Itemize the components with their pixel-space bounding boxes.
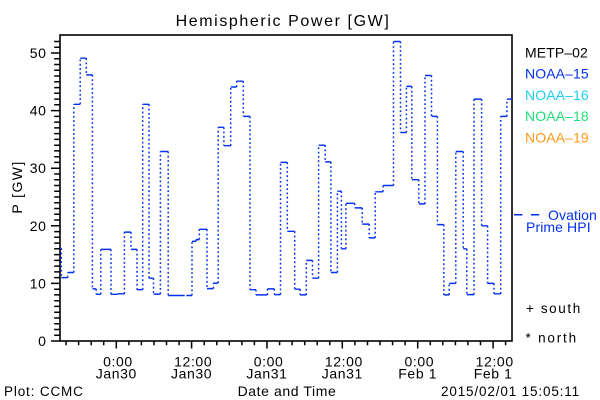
svg-text:NOAA–18: NOAA–18 (525, 108, 589, 124)
svg-text:50: 50 (30, 45, 47, 61)
svg-text:0:00: 0:00 (103, 354, 133, 370)
svg-text:12:00: 12:00 (325, 354, 363, 370)
svg-text:Jan31: Jan31 (246, 366, 287, 382)
svg-text:+ south: + south (526, 301, 582, 316)
svg-text:Date and Time: Date and Time (238, 383, 337, 399)
svg-text:NOAA–16: NOAA–16 (525, 87, 589, 103)
svg-text:* north: * north (526, 331, 578, 346)
svg-text:METP–02: METP–02 (525, 45, 588, 61)
svg-text:Plot: CCMC: Plot: CCMC (4, 384, 84, 399)
svg-text:Hemispheric Power [GW]: Hemispheric Power [GW] (176, 13, 391, 30)
svg-text:2015/02/01 15:05:11: 2015/02/01 15:05:11 (441, 384, 580, 399)
svg-text:Prime HPI: Prime HPI (526, 219, 591, 235)
svg-text:Jan30: Jan30 (171, 366, 212, 382)
svg-text:Jan30: Jan30 (96, 366, 137, 382)
svg-text:NOAA–19: NOAA–19 (525, 129, 589, 145)
svg-text:20: 20 (30, 218, 47, 234)
svg-text:Ovation: Ovation (548, 207, 597, 223)
svg-text:30: 30 (30, 160, 47, 176)
svg-text:12:00: 12:00 (476, 354, 514, 370)
svg-text:Feb 1: Feb 1 (474, 366, 513, 382)
svg-text:40: 40 (30, 103, 47, 119)
svg-text:P [GW]: P [GW] (9, 160, 25, 213)
svg-text:0:00: 0:00 (404, 354, 434, 370)
svg-text:12:00: 12:00 (174, 354, 212, 370)
svg-text:NOAA–15: NOAA–15 (525, 66, 589, 82)
svg-text:Feb 1: Feb 1 (398, 366, 437, 382)
svg-text:10: 10 (30, 275, 47, 291)
svg-text:0:00: 0:00 (254, 354, 284, 370)
svg-text:Jan31: Jan31 (322, 366, 363, 382)
svg-text:0: 0 (38, 333, 46, 349)
